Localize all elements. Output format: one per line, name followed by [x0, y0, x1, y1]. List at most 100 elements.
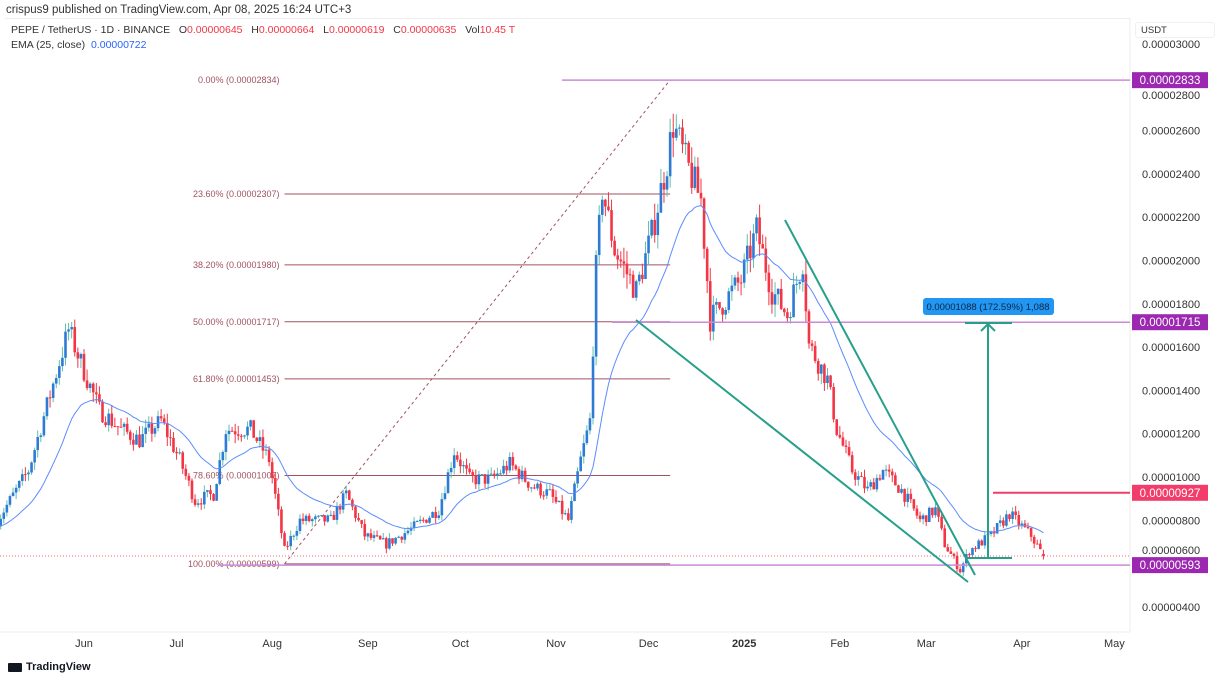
candle-body[interactable] — [406, 530, 410, 534]
candle-body[interactable] — [1023, 523, 1027, 527]
candle-body[interactable] — [218, 460, 222, 484]
candle-body[interactable] — [289, 535, 292, 547]
candle-body[interactable] — [1017, 514, 1021, 526]
candle-body[interactable] — [58, 366, 61, 378]
candle-body[interactable] — [958, 569, 962, 573]
candle-body[interactable] — [446, 472, 450, 494]
candle-body[interactable] — [21, 474, 24, 481]
candle-body[interactable] — [394, 537, 397, 544]
candle-body[interactable] — [351, 499, 354, 507]
candle-body[interactable] — [696, 166, 700, 193]
candle-body[interactable] — [455, 455, 459, 460]
candle-body[interactable] — [909, 493, 913, 500]
candle-body[interactable] — [82, 353, 86, 381]
candle-body[interactable] — [853, 472, 857, 480]
candle-body[interactable] — [881, 470, 885, 480]
candle-body[interactable] — [169, 437, 172, 439]
candle-body[interactable] — [412, 521, 416, 528]
candle-body[interactable] — [36, 437, 40, 451]
candle-body[interactable] — [301, 518, 305, 521]
candle-body[interactable] — [428, 517, 431, 523]
candle-body[interactable] — [270, 462, 274, 478]
candle-body[interactable] — [91, 383, 95, 393]
candle-body[interactable] — [224, 434, 228, 452]
candle-body[interactable] — [400, 536, 404, 540]
candle-body[interactable] — [1042, 553, 1045, 557]
candle-body[interactable] — [585, 430, 589, 444]
candle-body[interactable] — [560, 500, 564, 515]
candle-body[interactable] — [209, 490, 212, 495]
candle-body[interactable] — [792, 284, 795, 318]
candle-body[interactable] — [471, 472, 475, 476]
candle-body[interactable] — [415, 521, 419, 523]
candle-body[interactable] — [665, 176, 669, 190]
candle-body[interactable] — [172, 437, 175, 452]
candle-body[interactable] — [449, 467, 453, 473]
candle-body[interactable] — [181, 452, 185, 469]
candle-body[interactable] — [918, 515, 922, 520]
candle-body[interactable] — [378, 536, 382, 540]
candle-body[interactable] — [758, 217, 761, 245]
candle-body[interactable] — [983, 535, 987, 546]
candle-body[interactable] — [795, 283, 798, 285]
candle-body[interactable] — [554, 496, 558, 502]
candle-body[interactable] — [604, 199, 607, 207]
candle-body[interactable] — [514, 465, 518, 470]
candle-body[interactable] — [329, 514, 333, 516]
candle-body[interactable] — [79, 353, 83, 359]
candle-body[interactable] — [1008, 514, 1011, 520]
candle-body[interactable] — [844, 445, 848, 448]
candle-body[interactable] — [616, 255, 620, 260]
candle-body[interactable] — [634, 281, 638, 298]
candle-body[interactable] — [159, 416, 163, 419]
ema-row[interactable]: EMA (25, close) 0.00000722 — [11, 39, 146, 51]
candle-body[interactable] — [955, 555, 959, 570]
candle-body[interactable] — [483, 474, 487, 484]
candle-body[interactable] — [625, 263, 629, 275]
candle-body[interactable] — [906, 493, 909, 502]
candle-body[interactable] — [644, 253, 647, 279]
candle-body[interactable] — [95, 392, 98, 395]
candle-body[interactable] — [443, 493, 447, 500]
candle-body[interactable] — [193, 499, 197, 505]
candle-body[interactable] — [110, 413, 114, 427]
candle-body[interactable] — [705, 248, 709, 282]
candle-body[interactable] — [221, 451, 225, 461]
candle-body[interactable] — [227, 430, 231, 435]
candle-body[interactable] — [502, 465, 505, 474]
candle-body[interactable] — [539, 483, 542, 496]
candle-body[interactable] — [829, 375, 832, 388]
candle-body[interactable] — [372, 535, 376, 538]
candle-body[interactable] — [286, 545, 289, 547]
candle-body[interactable] — [798, 282, 802, 284]
candle-body[interactable] — [317, 515, 320, 517]
candle-body[interactable] — [344, 490, 348, 494]
candle-body[interactable] — [292, 535, 296, 537]
candle-body[interactable] — [212, 494, 215, 501]
candle-body[interactable] — [258, 437, 262, 442]
candle-body[interactable] — [949, 551, 953, 554]
candle-body[interactable] — [51, 383, 55, 398]
candle-body[interactable] — [366, 533, 370, 537]
candle-body[interactable] — [190, 480, 194, 500]
candle-body[interactable] — [452, 455, 456, 468]
candle-body[interactable] — [187, 475, 191, 481]
candle-body[interactable] — [11, 492, 15, 497]
candle-body[interactable] — [718, 302, 721, 309]
candle-body[interactable] — [628, 274, 632, 276]
candle-body[interactable] — [838, 434, 842, 438]
candle-body[interactable] — [360, 520, 363, 524]
candle-body[interactable] — [165, 423, 169, 438]
symbol-title[interactable]: PEPE / TetherUS · 1D · BINANCE — [11, 24, 171, 36]
candle-body[interactable] — [369, 533, 373, 538]
candle-body[interactable] — [280, 509, 283, 534]
candle-body[interactable] — [385, 538, 388, 549]
candle-body[interactable] — [998, 520, 1002, 524]
candle-body[interactable] — [847, 447, 851, 456]
candle-body[interactable] — [810, 343, 814, 346]
candle-body[interactable] — [310, 519, 314, 522]
candle-body[interactable] — [1039, 543, 1042, 550]
candle-body[interactable] — [943, 528, 947, 548]
candle-body[interactable] — [841, 437, 845, 446]
candle-body[interactable] — [30, 462, 33, 473]
